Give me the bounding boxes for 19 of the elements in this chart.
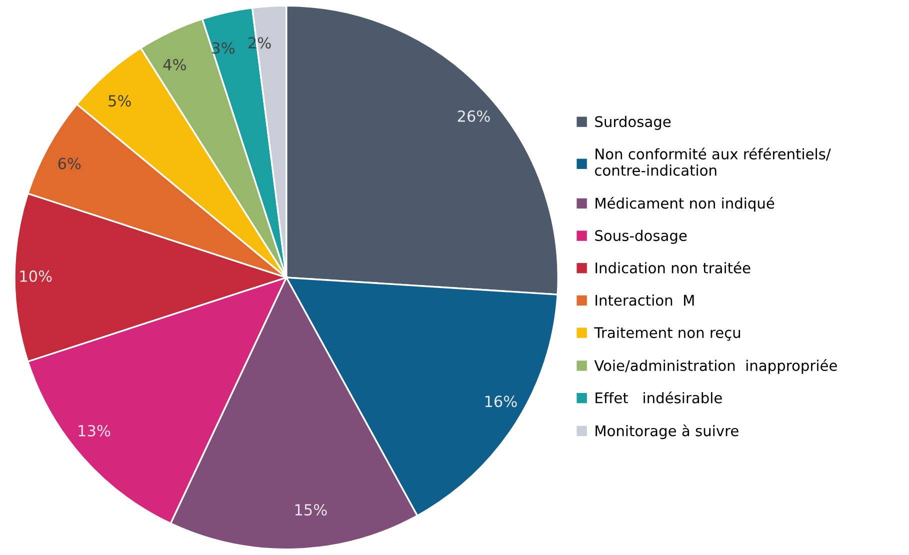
legend-label: Monitorage à suivre <box>596 424 738 440</box>
legend-label: Interaction M <box>596 294 694 306</box>
legend-label: Surdosage <box>595 116 671 130</box>
legend-label: Traitement non reçu <box>594 326 740 341</box>
data-label: 5% <box>108 95 131 107</box>
data-label: 13% <box>78 424 110 437</box>
data-label: 6% <box>58 158 81 170</box>
data-label: 15% <box>295 504 327 516</box>
data-label: 4% <box>163 58 186 70</box>
data-label: 10% <box>20 270 52 282</box>
legend-label: Non conformité aux référentiels/ contre-indication <box>595 148 831 176</box>
legend-label: Voie/administration inappropriée <box>594 359 837 374</box>
data-label: 3% <box>212 42 234 54</box>
legend-label: Sous-dosage <box>595 230 687 244</box>
legend-label: Indication non traitée <box>596 262 750 274</box>
legend-label: Effet indésirable <box>596 392 722 404</box>
data-label: 16% <box>485 396 517 408</box>
data-label: 26% <box>458 110 490 122</box>
legend-label: Médicament non indiqué <box>596 196 774 212</box>
